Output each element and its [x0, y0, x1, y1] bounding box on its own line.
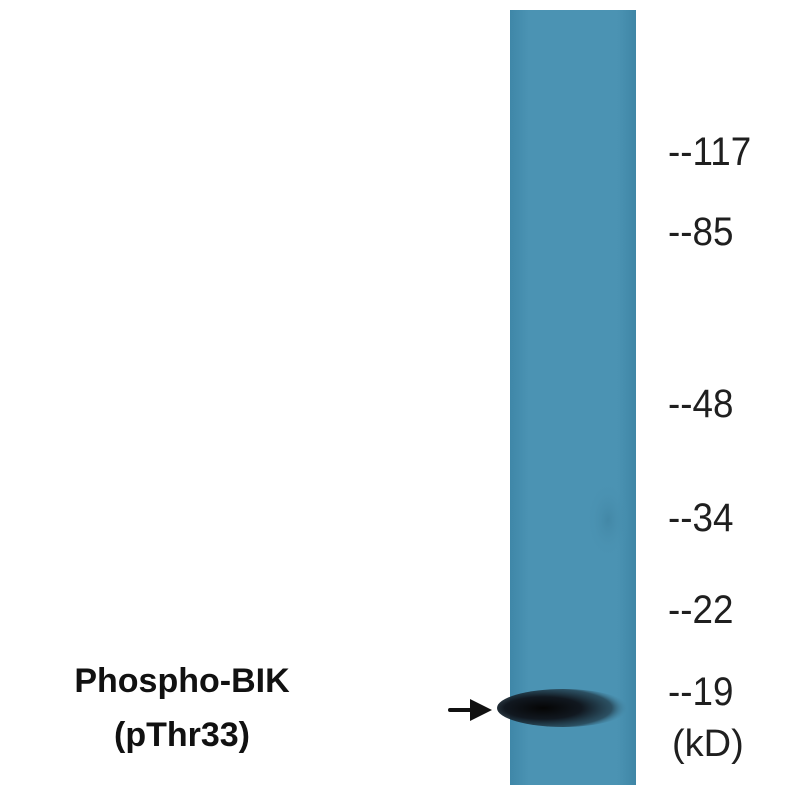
right-arrow-icon: [448, 699, 492, 721]
unit-label: (kD): [672, 723, 744, 765]
blot-lane: [510, 10, 636, 785]
marker-85: --85: [668, 210, 734, 254]
marker-117: --117: [668, 130, 752, 174]
sample-name: Phospho-BIK: [74, 662, 290, 700]
marker-22: --22: [668, 588, 734, 632]
sample-site: (pThr33): [114, 716, 250, 754]
marker-19: --19: [668, 670, 734, 714]
background-smudge: [586, 480, 630, 560]
marker-48: --48: [668, 382, 734, 426]
marker-34: --34: [668, 496, 734, 540]
protein-band: [497, 689, 629, 727]
